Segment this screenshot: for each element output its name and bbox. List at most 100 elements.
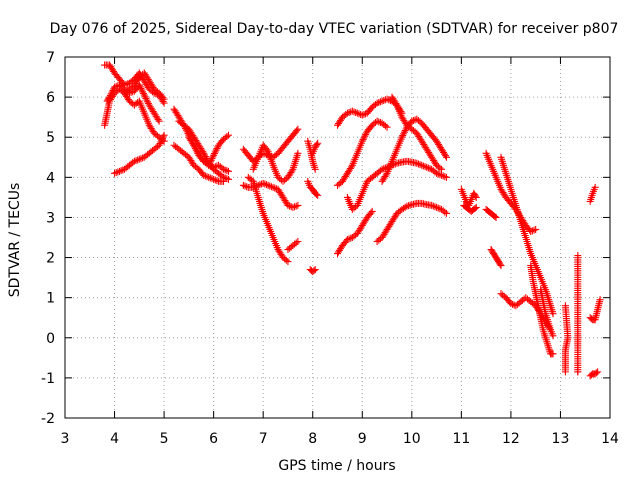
series-arc-17 xyxy=(309,139,322,157)
data-point xyxy=(116,167,123,175)
data-point xyxy=(549,310,557,318)
series-arc-05 xyxy=(120,69,168,103)
data-point xyxy=(182,126,190,134)
data-point xyxy=(359,136,367,144)
data-point xyxy=(592,369,600,377)
data-point xyxy=(433,203,441,211)
data-point xyxy=(114,168,122,176)
data-point xyxy=(291,203,299,211)
data-point xyxy=(375,98,383,106)
data-markers xyxy=(101,61,604,380)
data-point xyxy=(491,212,499,220)
data-point xyxy=(527,227,535,235)
series-arc-20 xyxy=(334,117,391,189)
data-point xyxy=(380,96,388,104)
data-point xyxy=(160,95,168,103)
series-arc-04 xyxy=(111,131,168,177)
data-point xyxy=(373,99,381,107)
data-point xyxy=(419,162,427,170)
data-point xyxy=(210,163,218,171)
data-point xyxy=(596,296,604,304)
series-arc-15 xyxy=(304,137,319,173)
x-tick-label: 12 xyxy=(502,431,520,447)
axis-ticks xyxy=(64,56,611,419)
data-point xyxy=(392,100,400,108)
data-point xyxy=(294,201,302,209)
data-point xyxy=(383,95,391,103)
data-point xyxy=(423,163,431,171)
data-point xyxy=(416,161,424,169)
series-arc-34 xyxy=(537,286,557,340)
data-point xyxy=(259,179,267,187)
data-point xyxy=(108,88,116,96)
data-point xyxy=(183,128,191,136)
data-point xyxy=(209,153,217,161)
data-point xyxy=(343,236,351,244)
x-tick-label: 10 xyxy=(403,431,421,447)
data-point xyxy=(532,225,540,233)
data-point xyxy=(492,213,500,221)
data-point xyxy=(313,141,321,149)
data-point xyxy=(373,117,381,125)
data-point xyxy=(312,190,320,198)
data-point xyxy=(292,202,300,210)
data-point xyxy=(181,123,189,131)
data-point xyxy=(223,133,231,141)
data-point xyxy=(380,165,388,173)
series-arc-09 xyxy=(185,131,232,169)
data-point xyxy=(507,300,515,308)
data-point xyxy=(137,84,145,92)
data-point xyxy=(122,80,130,88)
data-point xyxy=(134,156,142,164)
data-point xyxy=(180,121,188,129)
data-point xyxy=(439,172,447,180)
data-point xyxy=(361,132,369,140)
data-point xyxy=(111,169,119,177)
series-arc-12 xyxy=(244,173,292,266)
data-point xyxy=(154,116,162,124)
x-tick-label: 13 xyxy=(552,431,570,447)
data-point xyxy=(211,148,219,156)
data-point xyxy=(401,203,409,211)
data-point xyxy=(206,160,214,168)
series-arc-36 xyxy=(574,252,582,376)
x-tick-label: 5 xyxy=(160,431,169,447)
data-point xyxy=(135,155,143,163)
data-point xyxy=(345,108,353,116)
data-point xyxy=(594,368,602,376)
data-point xyxy=(205,173,213,181)
data-point xyxy=(436,171,444,179)
y-tick-label: 4 xyxy=(46,170,55,186)
data-point xyxy=(355,110,363,118)
data-point xyxy=(360,110,368,118)
y-tick-label: 6 xyxy=(46,90,55,106)
data-point xyxy=(314,139,322,147)
data-point xyxy=(159,94,167,102)
data-point xyxy=(132,157,140,165)
data-point xyxy=(362,131,370,139)
x-tick-label: 3 xyxy=(61,431,70,447)
data-point xyxy=(239,181,247,189)
data-point xyxy=(436,164,444,172)
data-point xyxy=(130,157,138,165)
data-point xyxy=(381,122,389,130)
data-point xyxy=(266,182,274,190)
series-arc-27 xyxy=(460,201,480,215)
y-tick-label: 5 xyxy=(46,130,55,146)
series-arc-16 xyxy=(304,177,322,199)
data-point xyxy=(497,262,505,270)
data-point xyxy=(471,192,479,200)
data-point xyxy=(438,171,446,179)
data-point xyxy=(261,180,269,188)
data-point xyxy=(561,368,569,376)
data-point xyxy=(155,117,163,125)
data-point xyxy=(294,125,302,133)
data-point xyxy=(140,91,148,99)
data-point xyxy=(549,350,557,358)
data-point xyxy=(574,368,582,376)
data-point xyxy=(530,226,538,234)
y-tick-label: -1 xyxy=(41,371,55,387)
series-arc-11 xyxy=(239,179,302,211)
data-point xyxy=(207,156,215,164)
data-point xyxy=(433,169,441,177)
